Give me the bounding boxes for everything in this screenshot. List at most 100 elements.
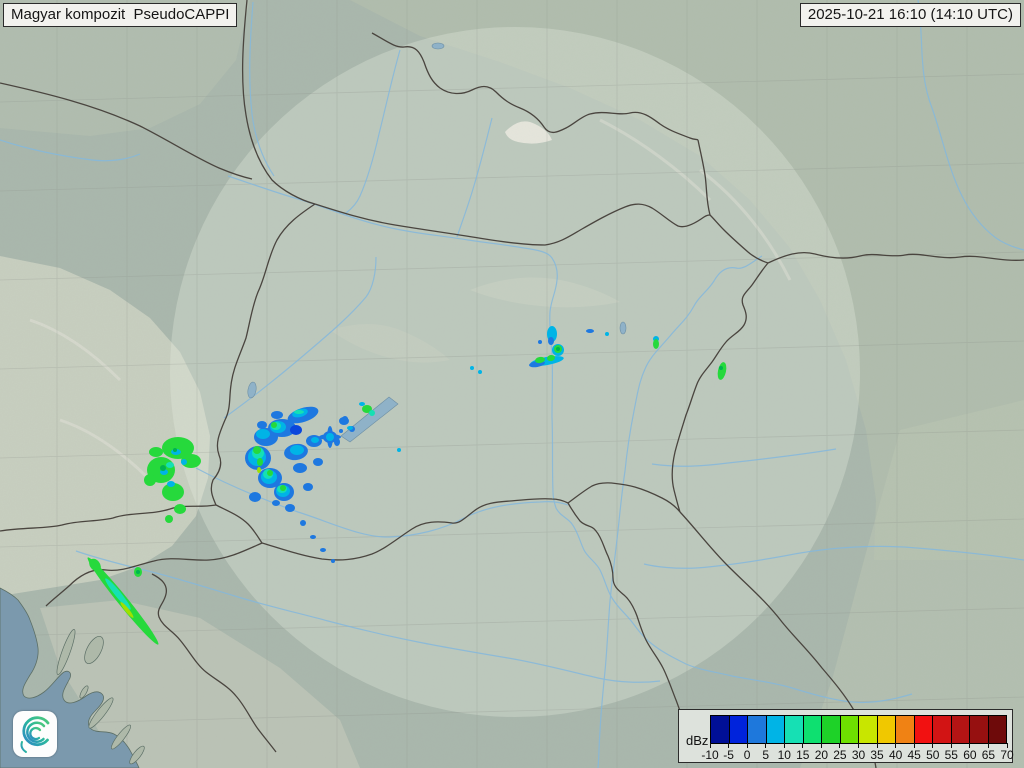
radar-echo-cell xyxy=(347,426,353,430)
legend-color-cell xyxy=(914,716,933,743)
radar-echo-cell xyxy=(556,347,560,351)
legend-tick-label: 20 xyxy=(814,748,829,762)
legend-color-cell xyxy=(988,716,1006,743)
legend-color-cell xyxy=(766,716,785,743)
legend-color-cell xyxy=(711,716,730,743)
radar-coverage-circle xyxy=(170,27,860,717)
radar-echo-cell xyxy=(535,356,545,364)
legend-tick-mark xyxy=(969,743,971,748)
product-label: Magyar kompozit PseudoCAPPI xyxy=(3,3,238,27)
radar-echo-cell xyxy=(326,433,334,441)
legend-tick-mark xyxy=(876,743,878,748)
legend-colorbar xyxy=(710,715,1007,744)
legend-tick-mark xyxy=(820,743,822,748)
reflectivity-legend: dBz -10 -5 0 5 10 15 20 25 30 35 40 45 50 55 60 65 70 xyxy=(678,709,1014,763)
legend-tick-label: 50 xyxy=(926,748,940,762)
radar-echo-cell xyxy=(369,410,375,416)
radar-echo-cell xyxy=(547,354,555,362)
radar-echo-cell xyxy=(162,437,194,459)
radar-echo-cell xyxy=(311,437,319,443)
radar-echo-cell xyxy=(162,483,184,501)
radar-echo-cell xyxy=(285,504,295,512)
radar-echo-cell xyxy=(272,500,280,506)
legend-tick-label: 25 xyxy=(833,748,847,762)
radar-echo-cell xyxy=(290,445,304,455)
radar-echoes xyxy=(87,326,727,645)
radar-echo-cell xyxy=(605,332,609,336)
radar-echo-cell xyxy=(136,570,140,574)
lakes xyxy=(247,42,627,443)
legend-tick-label: 30 xyxy=(851,748,866,762)
radar-echo-cell xyxy=(249,492,261,502)
legend-color-cell xyxy=(933,716,952,743)
radar-echo-cell xyxy=(89,558,101,572)
legend-unit-label: dBz xyxy=(686,733,709,748)
radar-echo-cell xyxy=(313,458,323,466)
legend-tick-mark xyxy=(765,743,767,748)
legend-tick-label: 40 xyxy=(888,748,903,762)
legend-tick-mark xyxy=(839,743,841,748)
radar-echo-cell xyxy=(160,465,166,471)
radar-echo-cell xyxy=(257,421,267,429)
timestamp-label: 2025-10-21 16:10 (14:10 UTC) xyxy=(799,3,1021,27)
radar-echo-cell xyxy=(280,485,286,491)
radar-echo-cell xyxy=(320,548,326,552)
radar-echo-cell xyxy=(120,602,134,618)
legend-tick-mark xyxy=(895,743,897,748)
legend-tick-mark xyxy=(783,743,785,748)
radar-echo-cell xyxy=(167,481,175,487)
radar-echo-cell xyxy=(173,448,177,452)
radar-echo-cell xyxy=(290,425,302,435)
radar-echo-cell xyxy=(267,470,273,476)
legend-tick-label: 60 xyxy=(963,748,977,762)
legend-tick-mark xyxy=(950,743,952,748)
radar-echo-cell xyxy=(181,454,201,468)
legend-tick-label: 5 xyxy=(762,748,770,762)
legend-tick-label: 0 xyxy=(743,748,751,762)
radar-echo-cell xyxy=(653,339,659,349)
legend-color-cell xyxy=(859,716,878,743)
radar-echo-cell xyxy=(334,438,340,446)
legend-tick-label: 55 xyxy=(944,748,958,762)
radar-echo-cell xyxy=(548,337,554,345)
radar-echo-cell xyxy=(181,459,187,465)
legend-tick-label: -10 xyxy=(701,748,719,762)
islands xyxy=(56,629,145,765)
radar-echo-cell xyxy=(397,448,401,452)
radar-echo-cell xyxy=(257,467,261,473)
radar-echo-cell xyxy=(165,515,173,523)
legend-tick-mark xyxy=(1006,743,1008,748)
radar-echo-cell xyxy=(339,429,343,433)
legend-tick-mark xyxy=(913,743,915,748)
radar-echo-cell xyxy=(478,370,482,374)
radar-echo-cell xyxy=(174,504,186,514)
radar-echo-cell xyxy=(257,458,263,466)
legend-tick-label: 70 xyxy=(1000,748,1014,762)
radar-echo-cell xyxy=(359,402,365,406)
legend-tick-mark xyxy=(728,743,730,748)
radar-echo-cell xyxy=(303,483,313,491)
legend-tick-mark xyxy=(858,743,859,748)
radar-echo-cell xyxy=(310,535,316,539)
radar-echo-cell xyxy=(294,410,304,414)
radar-echo-cell xyxy=(586,329,594,333)
legend-tick-label: 15 xyxy=(796,748,810,762)
legend-color-cell xyxy=(840,716,859,743)
lake-balaton xyxy=(340,396,399,443)
spiral-logo-icon xyxy=(20,716,50,753)
hungaromet-logo xyxy=(13,711,57,757)
radar-echo-cell xyxy=(271,422,277,428)
radar-echo-cell xyxy=(331,559,335,563)
legend-color-cell xyxy=(822,716,841,743)
legend-tick-mark xyxy=(987,743,989,748)
radar-echo-cell xyxy=(256,429,270,439)
legend-color-cell xyxy=(803,716,822,743)
legend-color-cell xyxy=(970,716,989,743)
radar-echo-cell xyxy=(342,416,348,422)
radar-echo-cell xyxy=(166,462,174,468)
radar-echo-cell xyxy=(470,366,474,370)
